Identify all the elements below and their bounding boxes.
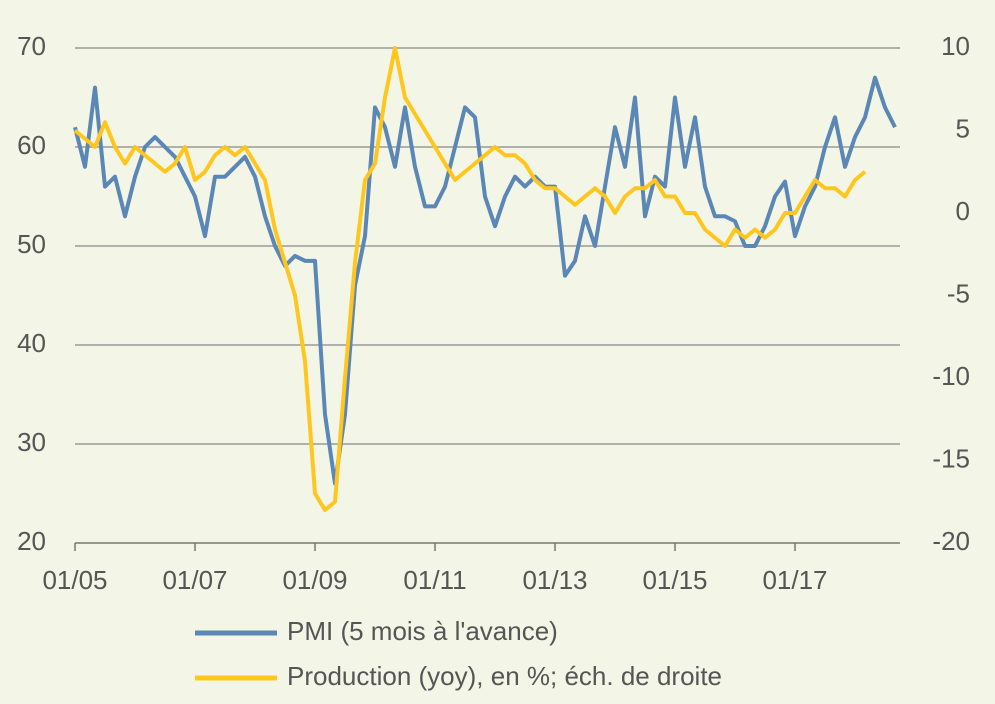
y2-tick-label: -15 [932,443,970,473]
y2-tick-label: -20 [932,526,970,556]
x-tick-label: 01/11 [403,565,466,595]
y-tick-label: 50 [17,229,46,259]
y2-tick-label: -5 [947,278,970,308]
y-tick-label: 70 [17,31,46,61]
y2-tick-label: -10 [932,361,970,391]
legend-label: Production (yoy), en %; éch. de droite [287,661,722,691]
x-tick-label: 01/17 [762,565,827,595]
x-tick-label: 01/15 [642,565,707,595]
y-tick-label: 40 [17,328,46,358]
y-tick-label: 60 [17,130,46,160]
x-tick-label: 01/05 [42,565,107,595]
x-tick-label: 01/09 [282,565,347,595]
y2-tick-label: 5 [956,113,970,143]
legend-label: PMI (5 mois à l'avance) [287,616,558,646]
y-tick-label: 20 [17,526,46,556]
series-line [73,46,867,512]
series-line [73,75,897,486]
y2-tick-label: 10 [941,31,970,61]
x-tick-label: 01/13 [522,565,587,595]
x-tick-label: 01/07 [162,565,227,595]
y-tick-label: 30 [17,427,46,457]
y2-tick-label: 0 [956,196,970,226]
